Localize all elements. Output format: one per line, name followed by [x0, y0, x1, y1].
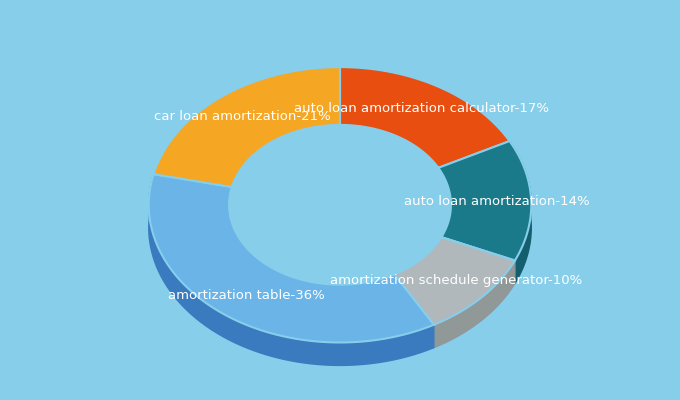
Polygon shape: [434, 260, 515, 348]
Text: amortization schedule generator-10%: amortization schedule generator-10%: [330, 274, 582, 287]
Polygon shape: [439, 141, 531, 260]
Text: amortization table-36%: amortization table-36%: [168, 289, 324, 302]
Text: auto loan amortization-14%: auto loan amortization-14%: [404, 195, 590, 208]
Polygon shape: [394, 237, 441, 297]
Polygon shape: [340, 67, 509, 168]
Polygon shape: [509, 141, 531, 284]
Polygon shape: [229, 187, 394, 308]
Text: car loan amortization-21%: car loan amortization-21%: [154, 110, 330, 123]
Polygon shape: [394, 237, 515, 325]
Polygon shape: [149, 174, 434, 342]
Text: auto loan amortization calculator-17%: auto loan amortization calculator-17%: [294, 102, 549, 115]
Polygon shape: [439, 168, 451, 260]
Polygon shape: [149, 174, 434, 366]
Polygon shape: [154, 67, 340, 187]
